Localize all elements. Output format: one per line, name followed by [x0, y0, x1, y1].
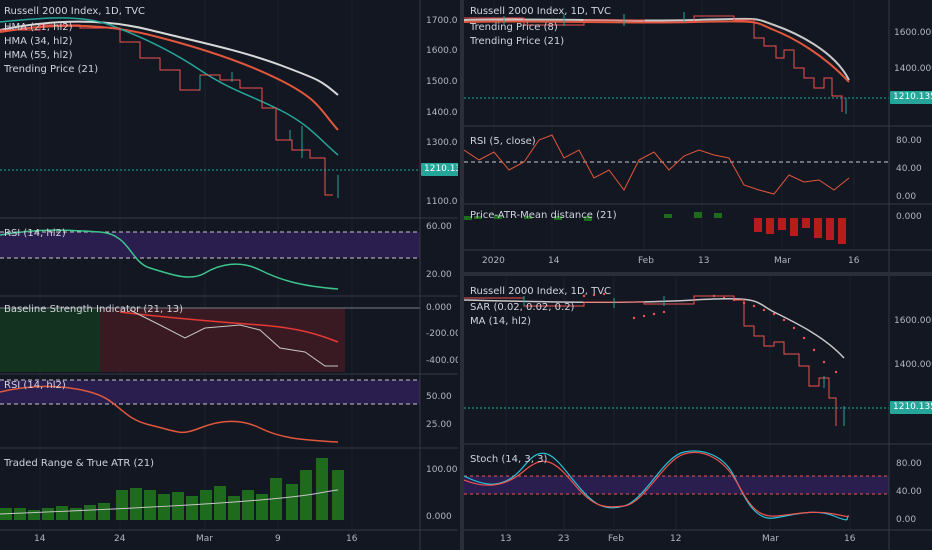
- rsi2-line: [0, 385, 339, 443]
- atr-mean-neg-bars: [754, 218, 846, 244]
- time-tick: Mar: [196, 534, 213, 544]
- price-tick: 1100.000: [426, 197, 458, 207]
- indicator-label[interactable]: HMA (21, hl2): [4, 22, 73, 33]
- hma-55-line: [0, 20, 339, 96]
- indicator-label[interactable]: Trending Price (8): [470, 22, 558, 33]
- time-tick: 16: [346, 534, 358, 544]
- indicator-label[interactable]: HMA (34, hl2): [4, 36, 73, 47]
- price-tick: 1700.000: [426, 16, 458, 26]
- left-chart-canvas: [0, 0, 458, 550]
- time-tick: Feb: [638, 256, 654, 266]
- right-bottom-canvas: [464, 276, 932, 550]
- time-tick: 16: [844, 534, 856, 544]
- stoch-tick: 80.00: [896, 459, 922, 469]
- rsi2-tick: 25.00: [426, 420, 452, 430]
- bsi-white-line: [129, 309, 338, 367]
- price-tick: 1400.000: [426, 108, 458, 118]
- right-bottom-title: Russell 2000 Index, 1D, TVC: [470, 286, 612, 297]
- ma-14-line: [464, 298, 845, 359]
- price-tick: 1600.000: [426, 46, 458, 56]
- rsi2-title[interactable]: RSI (14, hl2): [4, 380, 66, 391]
- atr-mean-tick: 0.000: [896, 212, 922, 222]
- time-tick: 9: [275, 534, 281, 544]
- rsi1-tick: 20.00: [426, 270, 452, 280]
- last-price-tag: 1210.135: [890, 91, 932, 104]
- time-tick: Mar: [774, 256, 791, 266]
- left-chart[interactable]: Russell 2000 Index, 1D, TVC HMA (21, hl2…: [0, 0, 458, 550]
- atr-line: [0, 489, 339, 515]
- price-tick: 1600.000: [894, 28, 932, 38]
- trending-price-8-line: [464, 20, 850, 83]
- time-tick: 12: [670, 534, 682, 544]
- price-tick: 1400.000: [894, 64, 932, 74]
- time-tick: 13: [698, 256, 710, 266]
- right-top-chart[interactable]: Russell 2000 Index, 1D, TVC Trending Pri…: [464, 0, 932, 272]
- rsi5-tick: 40.00: [896, 164, 922, 174]
- rsi5-line: [464, 134, 850, 195]
- atr-title[interactable]: Traded Range & True ATR (21): [4, 458, 154, 469]
- price-tick: 1600.000: [894, 316, 932, 326]
- right-bottom-chart[interactable]: Russell 2000 Index, 1D, TVC SAR (0.02, 0…: [464, 276, 932, 550]
- atr-tick: 100.000: [426, 465, 458, 475]
- rsi1-title[interactable]: RSI (14, hl2): [4, 228, 66, 239]
- bsi-tick: -400.000: [426, 356, 458, 366]
- hma-21-line: [0, 17, 339, 156]
- hma-34-line: [0, 24, 339, 131]
- bsi-red-line: [119, 311, 339, 343]
- rsi5-tick: 80.00: [896, 136, 922, 146]
- price-candles: [464, 295, 837, 426]
- time-tick: 13: [500, 534, 512, 544]
- rsi5-tick: 0.00: [896, 192, 917, 202]
- atr-histogram: [0, 458, 344, 520]
- layout-divider[interactable]: [464, 272, 932, 276]
- layout-divider[interactable]: [460, 0, 464, 550]
- indicator-label[interactable]: SAR (0.02, 0.02, 0.2): [470, 302, 575, 313]
- time-tick: Mar: [762, 534, 779, 544]
- right-top-canvas: [464, 0, 932, 272]
- bsi-title[interactable]: Baseline Strength Indicator (21, 13): [4, 304, 183, 315]
- atr-mean-title[interactable]: Price-ATR-Mean distance (21): [470, 210, 617, 221]
- atr-mean-bars: [464, 212, 722, 221]
- rsi1-line: [0, 229, 339, 290]
- time-tick: 14: [548, 256, 560, 266]
- time-tick: 16: [848, 256, 860, 266]
- last-price-tag: 1210.135: [421, 163, 458, 176]
- time-tick: 24: [114, 534, 126, 544]
- price-tick: 1300.000: [426, 138, 458, 148]
- price-candles: [464, 15, 843, 112]
- bsi-tick: 0.000: [426, 303, 452, 313]
- time-tick: Feb: [608, 534, 624, 544]
- trending-price-21-line: [464, 17, 850, 81]
- price-tick: 1400.000: [894, 360, 932, 370]
- rsi2-tick: 50.00: [426, 392, 452, 402]
- trending-price-steps: [0, 24, 333, 196]
- rsi5-title[interactable]: RSI (5, close): [470, 136, 536, 147]
- indicator-label[interactable]: Trending Price (21): [4, 64, 99, 75]
- indicator-label[interactable]: HMA (55, hl2): [4, 50, 73, 61]
- atr-tick: 0.000: [426, 512, 452, 522]
- indicator-label[interactable]: MA (14, hl2): [470, 316, 532, 327]
- stoch-d-line: [464, 451, 850, 518]
- time-tick: 23: [558, 534, 570, 544]
- right-top-title: Russell 2000 Index, 1D, TVC: [470, 6, 612, 17]
- stoch-tick: 0.00: [896, 515, 917, 525]
- time-tick: 2020: [482, 256, 505, 266]
- stoch-tick: 40.00: [896, 487, 922, 497]
- stoch-title[interactable]: Stoch (14, 3, 3): [470, 454, 548, 465]
- indicator-label[interactable]: Trending Price (21): [470, 36, 565, 47]
- time-tick: 14: [34, 534, 46, 544]
- last-price-tag: 1210.135: [890, 401, 932, 414]
- price-tick: 1500.000: [426, 77, 458, 87]
- left-chart-title: Russell 2000 Index, 1D, TVC: [4, 6, 146, 17]
- rsi1-tick: 60.00: [426, 222, 452, 232]
- bsi-tick: -200.000: [426, 329, 458, 339]
